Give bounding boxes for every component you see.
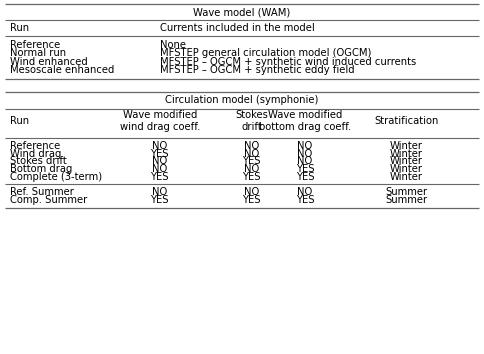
Text: Wind drag: Wind drag xyxy=(10,149,61,159)
Text: NO: NO xyxy=(297,149,313,159)
Text: YES: YES xyxy=(151,195,169,205)
Text: Bottom drag: Bottom drag xyxy=(10,164,72,174)
Text: YES: YES xyxy=(296,195,314,205)
Text: NO: NO xyxy=(152,164,167,174)
Text: Mesoscale enhanced: Mesoscale enhanced xyxy=(10,65,114,75)
Text: Stokes drift: Stokes drift xyxy=(10,156,66,166)
Text: Run: Run xyxy=(10,23,29,33)
Text: Wind enhanced: Wind enhanced xyxy=(10,57,88,67)
Text: Run: Run xyxy=(10,116,29,126)
Text: YES: YES xyxy=(242,172,261,182)
Text: YES: YES xyxy=(296,164,314,174)
Text: YES: YES xyxy=(242,156,261,166)
Text: YES: YES xyxy=(242,195,261,205)
Text: NO: NO xyxy=(152,141,167,151)
Text: NO: NO xyxy=(244,141,259,151)
Text: Winter: Winter xyxy=(390,164,423,174)
Text: YES: YES xyxy=(296,172,314,182)
Text: MFSTEP – OGCM + synthetic wind induced currents: MFSTEP – OGCM + synthetic wind induced c… xyxy=(160,57,416,67)
Text: Stratification: Stratification xyxy=(374,116,439,126)
Text: Currents included in the model: Currents included in the model xyxy=(160,23,315,33)
Text: Reference: Reference xyxy=(10,141,60,151)
Text: Complete (3-term): Complete (3-term) xyxy=(10,172,102,182)
Text: Reference: Reference xyxy=(10,40,60,50)
Text: NO: NO xyxy=(297,156,313,166)
Text: Stokes
drift: Stokes drift xyxy=(235,110,268,132)
Text: Winter: Winter xyxy=(390,149,423,159)
Text: NO: NO xyxy=(244,187,259,197)
Text: MFSTEP – OGCM + synthetic eddy field: MFSTEP – OGCM + synthetic eddy field xyxy=(160,65,354,75)
Text: Comp. Summer: Comp. Summer xyxy=(10,195,87,205)
Text: NO: NO xyxy=(297,187,313,197)
Text: NO: NO xyxy=(152,156,167,166)
Text: Winter: Winter xyxy=(390,172,423,182)
Text: Wave model (WAM): Wave model (WAM) xyxy=(194,7,290,17)
Text: Ref. Summer: Ref. Summer xyxy=(10,187,74,197)
Text: NO: NO xyxy=(244,149,259,159)
Text: YES: YES xyxy=(151,172,169,182)
Text: YES: YES xyxy=(151,149,169,159)
Text: Wave modified
bottom drag coeff.: Wave modified bottom drag coeff. xyxy=(259,110,351,132)
Text: MFSTEP general circulation model (OGCM): MFSTEP general circulation model (OGCM) xyxy=(160,48,371,58)
Text: NO: NO xyxy=(244,164,259,174)
Text: Wave modified
wind drag coeff.: Wave modified wind drag coeff. xyxy=(120,110,200,132)
Text: Normal run: Normal run xyxy=(10,48,66,58)
Text: Winter: Winter xyxy=(390,141,423,151)
Text: Circulation model (symphonie): Circulation model (symphonie) xyxy=(166,95,318,105)
Text: None: None xyxy=(160,40,186,50)
Text: Winter: Winter xyxy=(390,156,423,166)
Text: NO: NO xyxy=(297,141,313,151)
Text: Summer: Summer xyxy=(385,195,428,205)
Text: NO: NO xyxy=(152,187,167,197)
Text: Summer: Summer xyxy=(385,187,428,197)
